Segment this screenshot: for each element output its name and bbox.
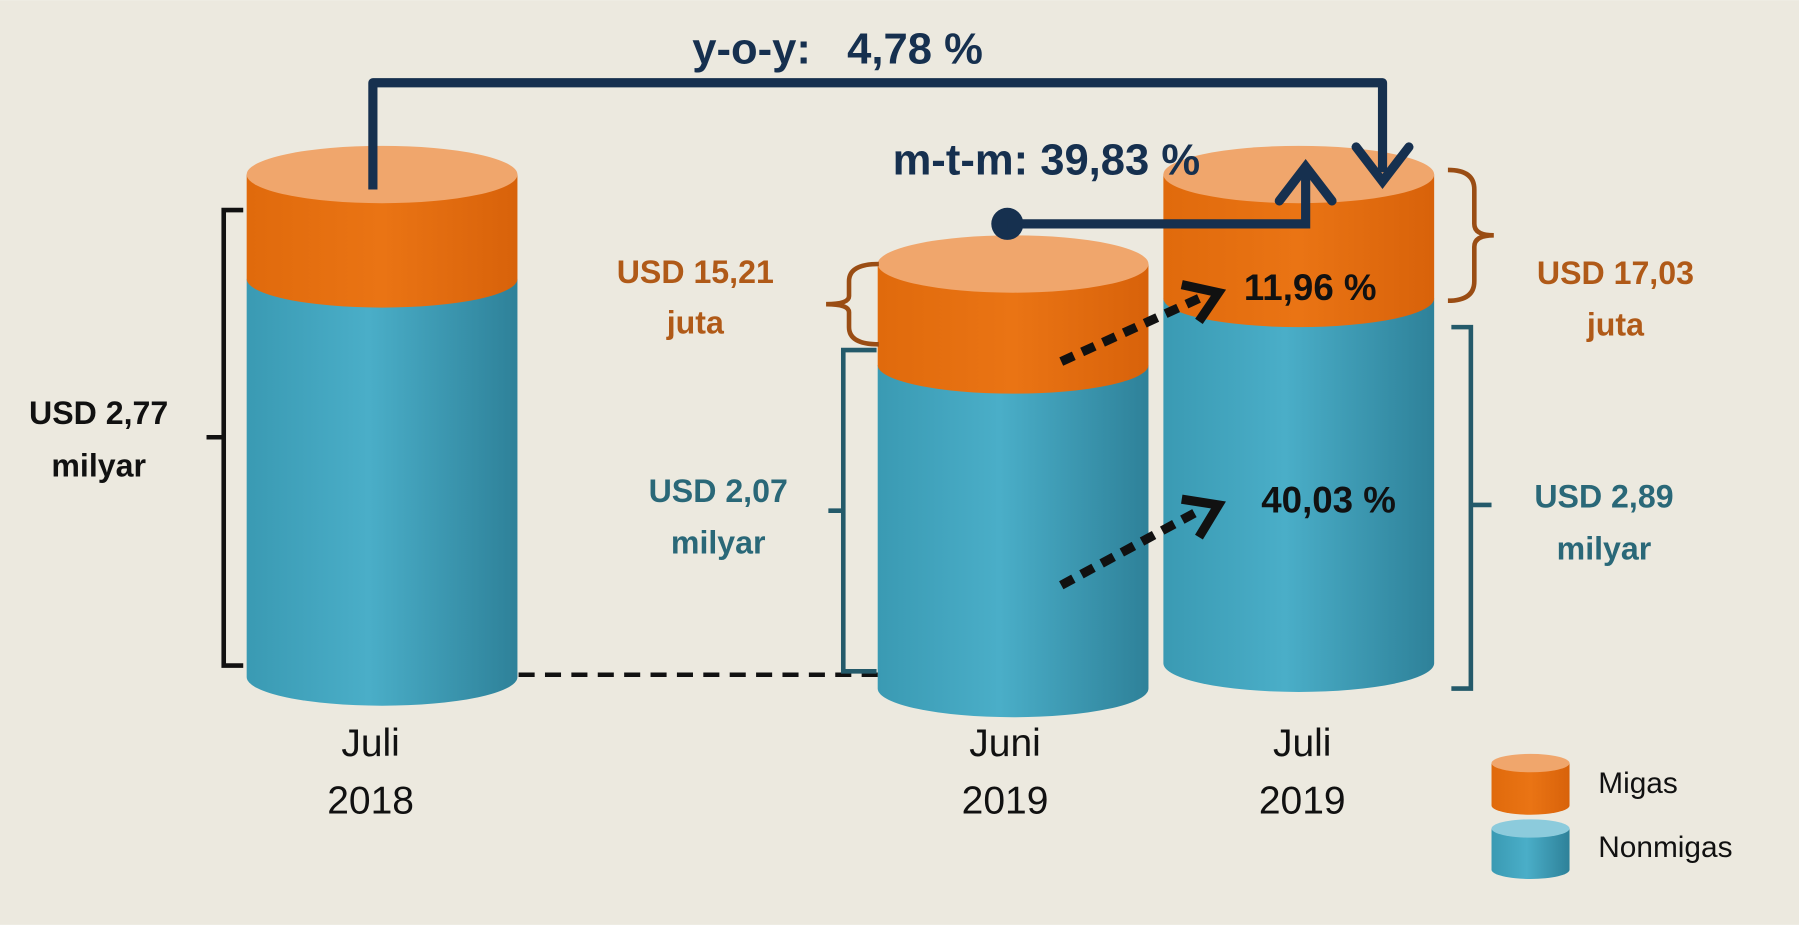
cylinder-top xyxy=(246,145,518,204)
bracket xyxy=(826,261,879,347)
migas-label: USD 17,03 xyxy=(1537,255,1694,291)
cylinder-top xyxy=(877,235,1149,293)
nonmigas-segment xyxy=(877,364,1149,718)
arrow-head xyxy=(1351,142,1414,189)
arrow-head xyxy=(1180,280,1227,324)
migas-label: USD 15,21 xyxy=(617,254,774,290)
bracket xyxy=(206,207,244,668)
nonmigas-segment xyxy=(246,278,518,706)
arrow xyxy=(368,78,1388,190)
migas-label: juta xyxy=(666,304,725,340)
bracket xyxy=(1447,167,1494,304)
arrow-head xyxy=(1274,158,1337,206)
nonmigas-label: USD 2,07 xyxy=(649,473,788,509)
bracket xyxy=(828,347,877,674)
migas-growth: 11,96 % xyxy=(1244,267,1377,308)
column-label: 2018 xyxy=(327,780,414,823)
column-label: Juni xyxy=(969,722,1041,765)
column-label: 2019 xyxy=(962,780,1049,823)
legend-swatch-top xyxy=(1491,819,1570,838)
legend-swatch xyxy=(1491,828,1570,879)
migas-segment xyxy=(877,264,1149,394)
nonmigas-label: USD 2,89 xyxy=(1534,479,1673,515)
legend-label: Nonmigas xyxy=(1598,831,1732,864)
migas-segment xyxy=(1163,174,1435,328)
total-label: USD 2,77 xyxy=(29,395,168,431)
dotted-arrow xyxy=(1059,506,1202,590)
column-label: Juli xyxy=(1273,722,1332,765)
legend-swatch xyxy=(1491,763,1570,815)
nonmigas-label: milyar xyxy=(671,525,766,561)
yoy-label: y-o-y: 4,78 % xyxy=(692,25,983,73)
mtm-label: m-t-m: 39,83 % xyxy=(893,137,1201,185)
total-label: milyar xyxy=(51,448,146,484)
nonmigas-growth: 40,03 % xyxy=(1261,479,1396,520)
bracket xyxy=(1451,324,1492,691)
dotted-arrow xyxy=(1059,294,1201,366)
legend-label: Migas xyxy=(1598,767,1678,800)
column-label: Juli xyxy=(341,722,400,765)
arrow xyxy=(1007,172,1311,229)
arrow-head xyxy=(1181,494,1226,540)
nonmigas-segment xyxy=(1163,298,1435,692)
migas-segment xyxy=(246,174,518,308)
nonmigas-label: milyar xyxy=(1557,530,1652,566)
cylinders xyxy=(246,145,1570,879)
legend-swatch-top xyxy=(1491,753,1570,773)
migas-label: juta xyxy=(1586,307,1645,343)
column-label: 2019 xyxy=(1259,780,1346,823)
